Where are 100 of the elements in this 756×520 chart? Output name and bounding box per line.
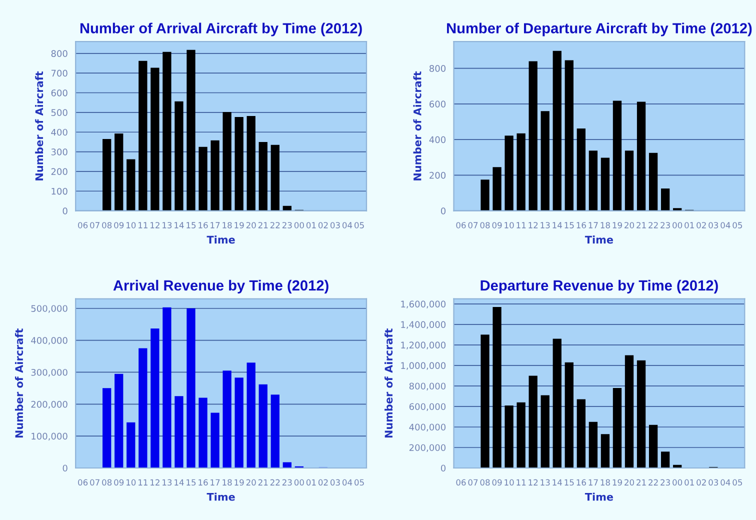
y-tick-label: 400,000 — [31, 337, 68, 345]
x-tick-label: 15 — [564, 479, 574, 486]
y-tick-label: 800 — [51, 50, 68, 57]
y-axis-title: Number of Aircraft — [14, 328, 24, 438]
x-tick-label: 04 — [342, 222, 352, 228]
y-tick-label: 100,000 — [32, 432, 68, 441]
y-tick-label: 0 — [440, 208, 446, 214]
x-tick-label: 18 — [600, 479, 610, 486]
y-tick-label: 600 — [51, 89, 68, 96]
x-tick-label: 16 — [576, 222, 586, 228]
x-tick-label: 23 — [660, 479, 670, 486]
x-tick-label: 09 — [492, 479, 502, 486]
x-tick-label: 10 — [504, 479, 514, 486]
x-tick-label: 07 — [90, 222, 100, 228]
x-tick-label: 14 — [552, 479, 562, 486]
x-tick-label: 03 — [330, 479, 340, 486]
y-tick-label: 1,400,000 — [401, 321, 446, 329]
x-axis-title: Time — [584, 492, 614, 501]
x-tick-label: 21 — [258, 222, 268, 228]
x-tick-label: 00 — [294, 479, 304, 486]
x-tick-label: 04 — [720, 222, 730, 228]
x-tick-label: 12 — [150, 222, 160, 228]
y-tick-label: 300,000 — [31, 368, 68, 377]
y-tick-label: 0 — [440, 464, 446, 472]
x-tick-label: 06 — [456, 479, 466, 486]
x-tick-label: 10 — [126, 479, 136, 486]
x-tick-label: 14 — [174, 222, 184, 228]
x-tick-label: 20 — [246, 222, 256, 228]
x-tick-label: 06 — [78, 479, 88, 486]
x-tick-label: 20 — [624, 479, 634, 486]
y-tick-label: 500,000 — [31, 305, 68, 313]
y-tick-label: 800 — [430, 65, 446, 72]
x-tick-label: 15 — [564, 222, 574, 228]
x-tick-label: 05 — [732, 479, 742, 486]
x-tick-label: 17 — [588, 222, 598, 228]
chart-title: Number of Arrival Aircraft by Time (2012) — [80, 22, 362, 36]
x-tick-label: 17 — [588, 479, 598, 486]
x-tick-label: 02 — [318, 479, 328, 486]
x-tick-label: 20 — [624, 222, 634, 228]
x-tick-label: 03 — [708, 479, 718, 486]
y-axis-title: Number of Aircraft — [413, 71, 422, 180]
y-tick-label: 1,600,000 — [401, 300, 446, 308]
x-tick-label: 07 — [468, 479, 478, 486]
x-tick-label: 22 — [648, 479, 658, 486]
x-axis-title: Time — [584, 236, 614, 244]
x-tick-label: 09 — [114, 222, 124, 228]
y-tick-label: 100 — [52, 188, 68, 195]
y-tick-label: 800,000 — [409, 382, 446, 390]
x-tick-label: 08 — [480, 479, 490, 486]
y-tick-label: 200 — [430, 172, 446, 179]
x-tick-label: 06 — [78, 222, 88, 228]
x-tick-label: 18 — [222, 222, 232, 228]
y-tick-label: 400 — [429, 136, 446, 144]
y-tick-label: 0 — [62, 464, 68, 472]
x-tick-label: 09 — [492, 222, 502, 228]
x-tick-label: 19 — [234, 222, 244, 228]
x-tick-label: 02 — [696, 222, 706, 228]
x-tick-label: 15 — [186, 479, 196, 486]
x-tick-label: 00 — [294, 222, 304, 228]
x-tick-label: 17 — [210, 479, 220, 486]
x-tick-label: 11 — [138, 479, 148, 486]
x-tick-label: 11 — [516, 479, 526, 486]
y-tick-label: 200,000 — [409, 444, 446, 452]
chart-title: Departure Revenue by Time (2012) — [480, 280, 718, 294]
x-tick-label: 10 — [504, 222, 514, 228]
x-tick-label: 06 — [456, 222, 466, 228]
x-tick-label: 15 — [186, 222, 196, 228]
x-tick-label: 13 — [162, 479, 172, 486]
x-tick-label: 23 — [660, 222, 670, 228]
x-tick-label: 00 — [672, 222, 682, 228]
x-tick-label: 13 — [540, 222, 550, 228]
x-tick-label: 21 — [636, 222, 646, 228]
x-tick-label: 22 — [648, 222, 658, 228]
x-tick-label: 05 — [354, 222, 364, 228]
x-tick-label: 07 — [468, 222, 478, 228]
y-tick-label: 1,200,000 — [401, 342, 446, 350]
y-tick-label: 300 — [51, 148, 68, 156]
x-tick-label: 19 — [612, 479, 622, 486]
x-tick-label: 11 — [516, 222, 526, 228]
y-tick-label: 600 — [430, 100, 446, 108]
x-tick-label: 16 — [576, 479, 586, 486]
x-tick-label: 14 — [552, 222, 562, 228]
x-tick-label: 01 — [306, 222, 316, 228]
x-tick-label: 13 — [540, 479, 550, 486]
x-tick-label: 01 — [306, 479, 316, 486]
x-tick-label: 05 — [354, 479, 364, 486]
x-tick-label: 04 — [342, 479, 352, 486]
x-axis-title: Time — [206, 236, 235, 244]
y-tick-label: 0 — [62, 208, 68, 214]
x-tick-label: 08 — [102, 479, 112, 486]
x-tick-label: 07 — [90, 479, 100, 486]
chart-title: Arrival Revenue by Time (2012) — [113, 280, 328, 294]
y-tick-label: 500 — [51, 109, 68, 116]
x-tick-label: 03 — [330, 222, 340, 228]
x-tick-label: 05 — [732, 222, 742, 228]
y-tick-label: 700 — [51, 70, 68, 77]
x-tick-label: 01 — [684, 222, 694, 228]
x-tick-label: 02 — [696, 479, 706, 486]
x-tick-label: 14 — [174, 479, 184, 486]
x-tick-label: 08 — [480, 222, 490, 228]
